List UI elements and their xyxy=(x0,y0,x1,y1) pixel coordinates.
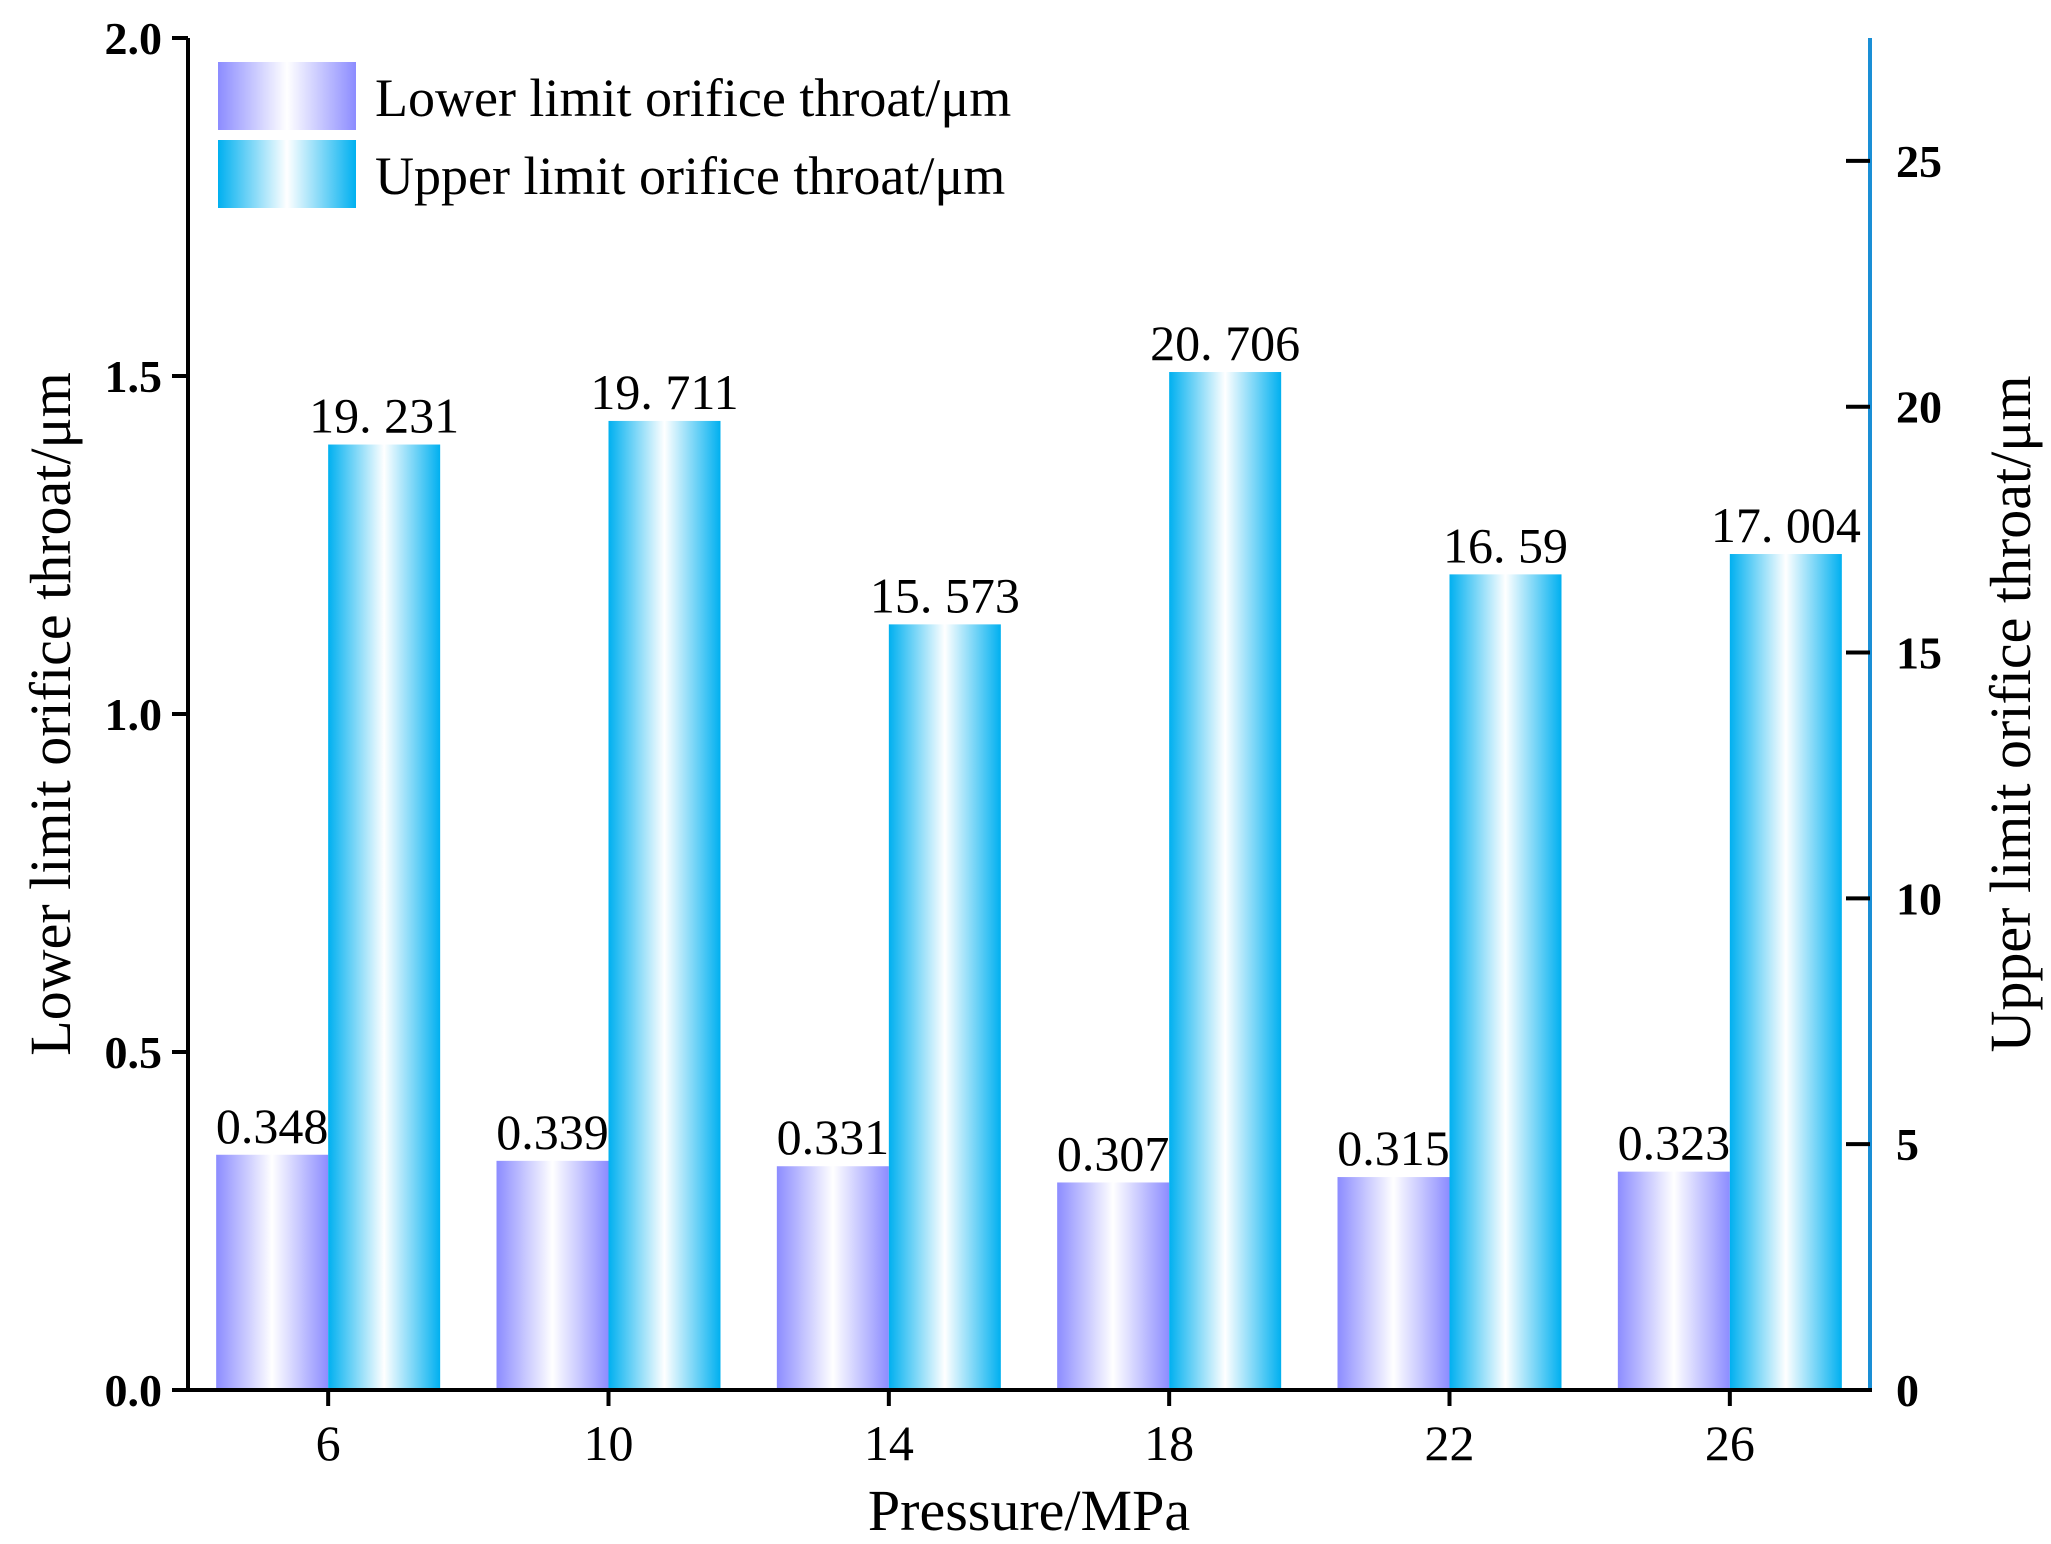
left-y-axis-title: Lower limit orifice throat/μm xyxy=(18,372,83,1055)
left-tick-label-2.0: 2.0 xyxy=(105,13,163,64)
right-tick-label-5: 5 xyxy=(1896,1119,1919,1170)
data-label-upper-10: 19. 711 xyxy=(590,364,738,420)
bar-lower-18 xyxy=(1057,1182,1170,1390)
right-tick-label-20: 20 xyxy=(1896,382,1942,433)
legend-label-upper: Upper limit orifice throat/μm xyxy=(375,146,1005,206)
bar-upper-10 xyxy=(608,420,721,1391)
bars-group xyxy=(216,372,1842,1391)
left-tick-label-1.0: 1.0 xyxy=(105,689,163,740)
x-axis-title: Pressure/MPa xyxy=(868,1478,1190,1543)
left-tick-label-1.5: 1.5 xyxy=(105,351,163,402)
right-tick-label-10: 10 xyxy=(1896,873,1942,924)
x-tick-label-18: 18 xyxy=(1144,1415,1194,1471)
data-label-lower-22: 0.315 xyxy=(1337,1120,1450,1176)
data-label-lower-10: 0.339 xyxy=(496,1104,609,1160)
bar-upper-6 xyxy=(328,444,441,1390)
x-tick-label-26: 26 xyxy=(1705,1415,1755,1471)
legend-label-lower: Lower limit orifice throat/μm xyxy=(375,68,1011,128)
data-label-lower-14: 0.331 xyxy=(777,1109,890,1165)
x-ticks: 6 10 14 18 22 26 xyxy=(316,1390,1755,1471)
right-tick-label-0: 0 xyxy=(1896,1365,1919,1416)
bar-lower-26 xyxy=(1617,1171,1730,1390)
x-tick-label-22: 22 xyxy=(1425,1415,1475,1471)
data-label-upper-14: 15. 573 xyxy=(870,567,1020,623)
data-label-lower-18: 0.307 xyxy=(1057,1125,1170,1181)
data-labels-group: 0.348 19. 231 0.339 19. 711 0.331 15. 573 0.30… xyxy=(216,315,1861,1181)
data-label-upper-22: 16. 59 xyxy=(1443,517,1568,573)
right-y-ticks: 0 5 10 15 20 25 xyxy=(1846,136,1942,1416)
legend-swatch-lower xyxy=(218,62,356,130)
data-label-lower-6: 0.348 xyxy=(216,1098,329,1154)
left-tick-label-0.5: 0.5 xyxy=(105,1027,163,1078)
x-tick-label-10: 10 xyxy=(584,1415,634,1471)
bar-lower-10 xyxy=(496,1160,609,1390)
bar-lower-22 xyxy=(1337,1177,1450,1390)
right-tick-label-15: 15 xyxy=(1896,628,1942,679)
bar-lower-14 xyxy=(776,1166,889,1390)
data-label-upper-18: 20. 706 xyxy=(1150,315,1300,371)
left-tick-label-0.0: 0.0 xyxy=(105,1365,163,1416)
x-tick-label-14: 14 xyxy=(864,1415,914,1471)
legend-swatch-upper xyxy=(218,140,356,208)
bar-upper-22 xyxy=(1449,574,1562,1390)
data-label-lower-26: 0.323 xyxy=(1618,1115,1731,1171)
bar-lower-6 xyxy=(216,1154,329,1390)
bar-upper-14 xyxy=(888,624,1001,1390)
left-y-ticks: 0.0 0.5 1.0 1.5 2.0 xyxy=(105,13,188,1416)
right-y-axis-title: Upper limit orifice throat/μm xyxy=(1978,376,2043,1053)
legend: Lower limit orifice throat/μm Upper limi… xyxy=(218,62,1011,208)
data-label-upper-6: 19. 231 xyxy=(309,388,459,444)
bar-upper-18 xyxy=(1169,372,1282,1391)
right-tick-label-25: 25 xyxy=(1896,136,1942,187)
data-label-upper-26: 17. 004 xyxy=(1711,497,1861,553)
bar-upper-26 xyxy=(1729,554,1842,1390)
x-tick-label-6: 6 xyxy=(316,1415,341,1471)
